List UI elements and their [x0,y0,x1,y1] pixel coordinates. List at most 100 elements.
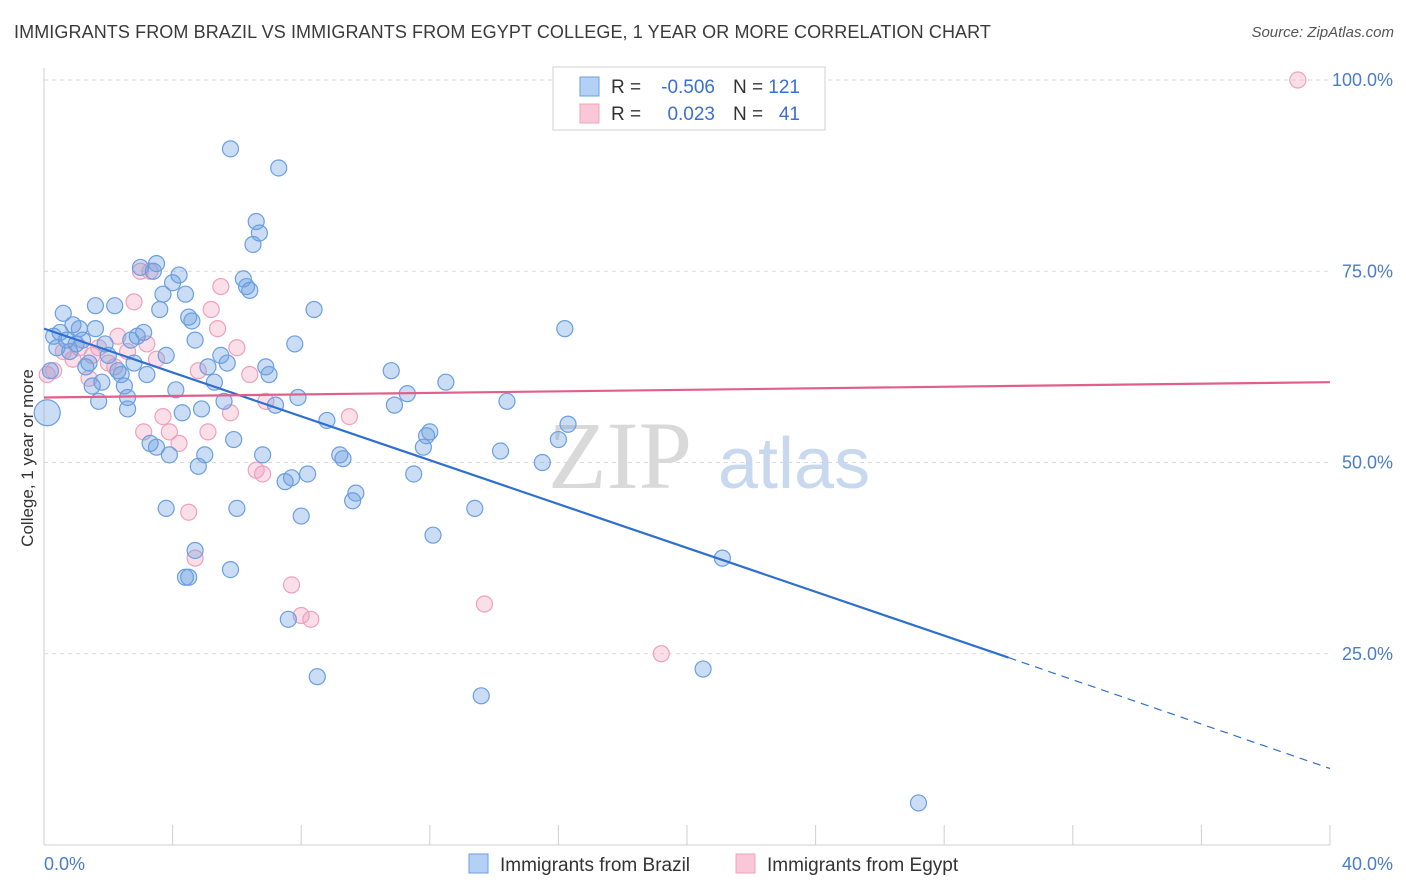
brazil-point [83,377,101,395]
brazil-point [289,388,307,407]
brazil-point [170,266,188,284]
legend-r-value-egypt: 0.023 [667,104,715,125]
bottom-legend-swatch-brazil [468,853,489,874]
egypt-point [652,645,670,663]
brazil-point [225,430,243,449]
brazil-point [151,300,169,319]
brazil-point [694,660,712,678]
brazil-point [183,312,201,330]
egypt-point [212,277,230,296]
brazil-point [93,373,111,391]
brazil-point [549,430,568,449]
brazil-point [347,484,365,502]
brazil-point [308,668,326,686]
egypt-point [282,576,301,594]
brazil-point [54,304,72,322]
egypt-point [241,365,259,384]
brazil-point [270,159,288,177]
brazil-point [186,541,204,560]
brazil-point [147,438,166,456]
brazil-points [33,140,928,812]
source-credit: Source: ZipAtlas.com [1251,24,1394,41]
egypt-point [154,408,172,426]
y-tick-label: 75.0% [1342,261,1393,281]
brazil-point [192,400,211,418]
y-tick-label: 100.0% [1332,70,1393,90]
brazil-point [135,323,153,342]
brazil-point [160,446,178,464]
brazil-point [157,499,175,517]
egypt-point [254,465,272,483]
brazil-point [305,300,323,319]
brazil-point [221,140,240,158]
legend-r-label-egypt: R = [611,104,641,125]
brazil-point [385,396,404,414]
brazil-point [196,446,214,464]
brazil-trend-line [43,327,1009,659]
egypt-point [202,300,220,319]
egypt-point [170,434,188,452]
egypt-point [189,362,207,380]
brazil-point [228,499,246,517]
brazil-point [180,568,198,586]
brazil-point [491,442,510,460]
egypt-point [160,423,178,441]
axes [43,68,1331,846]
brazil-point [250,224,269,242]
brazil-point [41,362,60,380]
brazil-point [199,358,217,376]
brazil-point [131,258,150,277]
egypt-point [199,423,217,441]
egypt-point [125,293,143,311]
legend-n-label-egypt: N = [733,104,763,125]
bottom-legend-swatch-egypt [735,853,756,874]
brazil-point [909,794,928,812]
brazil-point [157,346,175,364]
brazil-point [286,335,304,353]
x-tick-label: 0.0% [44,854,85,874]
brazil-point [299,465,317,483]
trend-lines [43,327,1331,770]
brazil-point [421,423,439,441]
brazil-point [218,354,236,372]
legend-n-value-brazil: 121 [768,77,800,98]
brazil-point [221,560,240,579]
brazil-point [282,469,301,487]
brazil-point [154,285,172,303]
y-axis-label: College, 1 year or more [18,369,37,547]
brazil-point [176,285,195,303]
brazil-point [80,354,98,372]
brazil-point [533,453,551,472]
watermark-zip: ZIP [548,402,692,509]
brazil-point [260,365,278,384]
egypt-point [292,606,310,625]
brazil-point [334,450,352,468]
brazil-point [498,392,516,410]
y-tick-label: 25.0% [1342,644,1393,664]
brazil-point [186,331,204,349]
correlation-legend: R = -0.506 N = 121 R = 0.023 N = 41 [552,66,826,131]
brazil-point [86,320,105,338]
egypt-point [302,610,320,628]
egypt-point [131,262,150,280]
watermark-atlas: atlas [718,424,870,504]
brazil-point [118,400,137,418]
brazil-point [86,297,105,315]
x-tick-label: 40.0% [1342,854,1393,874]
brazil-point [254,446,272,464]
brazil-point [466,499,484,517]
egypt-point [1289,71,1307,89]
bottom-legend-brazil: Immigrants from Brazil [500,855,690,876]
y-tick-labels: 25.0% 50.0% 75.0% 100.0% [1332,70,1393,664]
egypt-point [475,595,494,613]
brazil-point [292,507,310,525]
brazil-point [472,687,490,705]
egypt-point [109,327,127,345]
brazil-point [138,365,156,384]
x-tick-labels: 0.0% 40.0% [44,854,1393,874]
egypt-point [340,408,359,426]
brazil-point [424,526,442,544]
legend-r-value-brazil: -0.506 [661,77,715,98]
brazil-point [173,404,191,422]
